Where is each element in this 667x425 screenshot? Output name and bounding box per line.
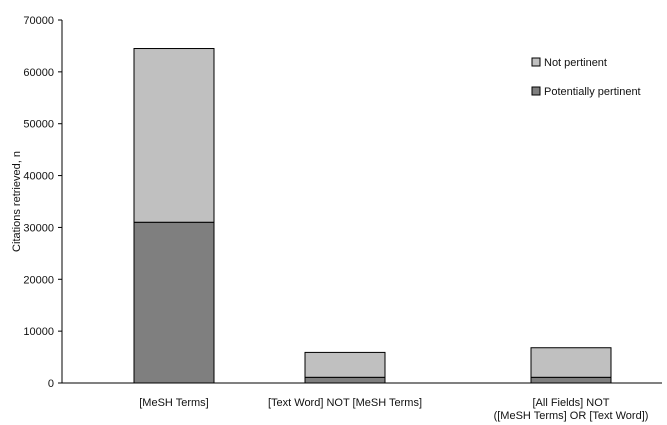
y-axis-label: Citations retrieved, n: [11, 151, 23, 252]
bar-segment-potentially-pertinent: [133, 221, 215, 384]
y-tick-label: 40000: [23, 171, 54, 183]
x-category-label: ([MeSH Terms] OR [Text Word]): [494, 410, 649, 422]
bars: [133, 48, 612, 384]
bar-segment-not-pertinent: [133, 48, 215, 223]
bar-segment-not-pertinent: [304, 351, 386, 378]
legend: Not pertinent Potentially pertinent: [531, 57, 641, 98]
y-tick-label: 30000: [23, 222, 54, 234]
x-category-label: [MeSH Terms]: [139, 397, 208, 409]
x-category-label: [All Fields] NOT: [532, 397, 609, 409]
legend-swatch: [531, 86, 541, 96]
y-tick-label: 0: [48, 378, 54, 390]
y-tick-label: 10000: [23, 326, 54, 338]
y-tick-label: 20000: [23, 274, 54, 286]
y-ticks: 0 10000 20000 30000 40000 50000 60000 70000: [23, 15, 62, 390]
legend-swatch: [531, 57, 541, 67]
y-tick-label: 50000: [23, 119, 54, 131]
bar-segment-not-pertinent: [530, 347, 612, 378]
legend-label: Potentially pertinent: [544, 86, 641, 98]
y-tick-label: 60000: [23, 67, 54, 79]
y-tick-label: 70000: [23, 15, 54, 27]
legend-label: Not pertinent: [544, 57, 607, 69]
bar-segment-potentially-pertinent: [304, 376, 386, 384]
x-tick-labels: [MeSH Terms] [Text Word] NOT [MeSH Terms]…: [139, 397, 648, 422]
x-category-label: [Text Word] NOT [MeSH Terms]: [268, 397, 422, 409]
bar-segment-potentially-pertinent: [530, 376, 612, 384]
